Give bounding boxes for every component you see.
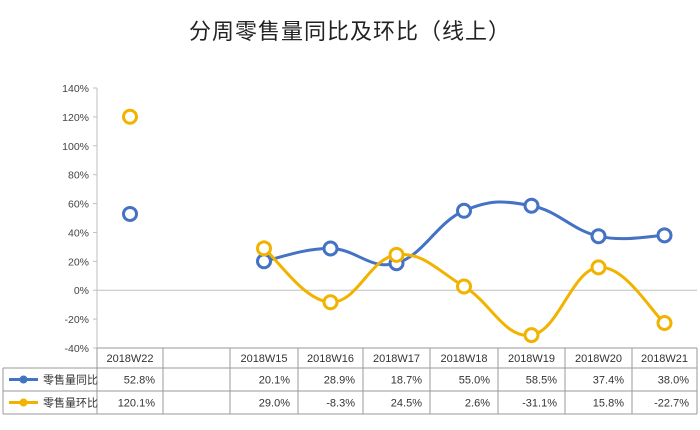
data-point-marker <box>456 202 472 219</box>
y-tick-label: 40% <box>68 227 89 239</box>
category-label: 2018W20 <box>575 353 622 365</box>
data-point-marker <box>590 259 607 276</box>
category-label: 2018W21 <box>641 353 688 365</box>
data-point-marker <box>656 315 673 332</box>
data-label: 18.7% <box>391 375 422 387</box>
data-point-marker <box>122 108 138 125</box>
data-label: 38.0% <box>658 375 689 387</box>
data-point-marker <box>388 246 405 263</box>
data-label: 28.9% <box>324 375 355 387</box>
category-label: 2018W22 <box>106 353 153 365</box>
y-tick-label: 0% <box>74 285 89 297</box>
y-tick-label: -20% <box>64 314 89 326</box>
data-label: 29.0% <box>259 398 290 410</box>
data-point-marker <box>322 294 339 311</box>
category-label: 2018W17 <box>373 353 420 365</box>
data-label: 15.8% <box>593 398 624 410</box>
legend-marker <box>19 375 28 384</box>
data-point-marker <box>590 228 607 245</box>
data-table: 2018W22 2018W15 2018W16 2018W17 2018W18 2018W… <box>2 347 698 415</box>
y-tick-label: -40% <box>64 343 89 355</box>
category-label: 2018W16 <box>307 353 354 365</box>
legend-label: 零售量同比 <box>43 373 98 387</box>
y-tick-label: 100% <box>62 141 89 153</box>
data-label: 2.6% <box>465 398 490 410</box>
data-label: 20.1% <box>259 375 290 387</box>
category-label: 2018W15 <box>240 353 287 365</box>
data-point-marker <box>523 327 540 344</box>
data-label: -8.3% <box>326 398 355 410</box>
category-label: 2018W18 <box>440 353 487 365</box>
data-label: 58.5% <box>526 375 557 387</box>
legend-marker <box>19 398 28 407</box>
data-point-marker <box>656 227 673 244</box>
data-point-marker <box>256 253 272 270</box>
data-label: 55.0% <box>459 375 490 387</box>
y-tick-label: 80% <box>68 170 89 182</box>
data-point-marker <box>456 278 472 295</box>
y-tick-label: 20% <box>68 256 89 268</box>
data-label: 37.4% <box>593 375 624 387</box>
chart-title: 分周零售量同比及环比（线上） <box>188 20 511 45</box>
data-label: 120.1% <box>118 398 156 410</box>
data-label: -31.1% <box>522 398 557 410</box>
y-tick-label: 140% <box>62 83 89 95</box>
legend-label: 零售量环比 <box>43 396 98 410</box>
axis-layer: 140% 120% 100% 80% 60% 40% 20% 0% -20% -40% <box>62 83 697 355</box>
data-label: 52.8% <box>124 375 155 387</box>
y-tick-label: 120% <box>62 112 89 124</box>
data-point-marker <box>122 205 138 222</box>
data-label: 24.5% <box>391 398 422 410</box>
data-point-marker <box>256 240 272 257</box>
category-label: 2018W19 <box>508 353 555 365</box>
data-point-marker <box>322 240 339 257</box>
data-point-marker <box>523 197 540 214</box>
y-tick-label: 60% <box>68 199 89 211</box>
data-label: -22.7% <box>654 398 689 410</box>
series-layer <box>122 108 673 344</box>
